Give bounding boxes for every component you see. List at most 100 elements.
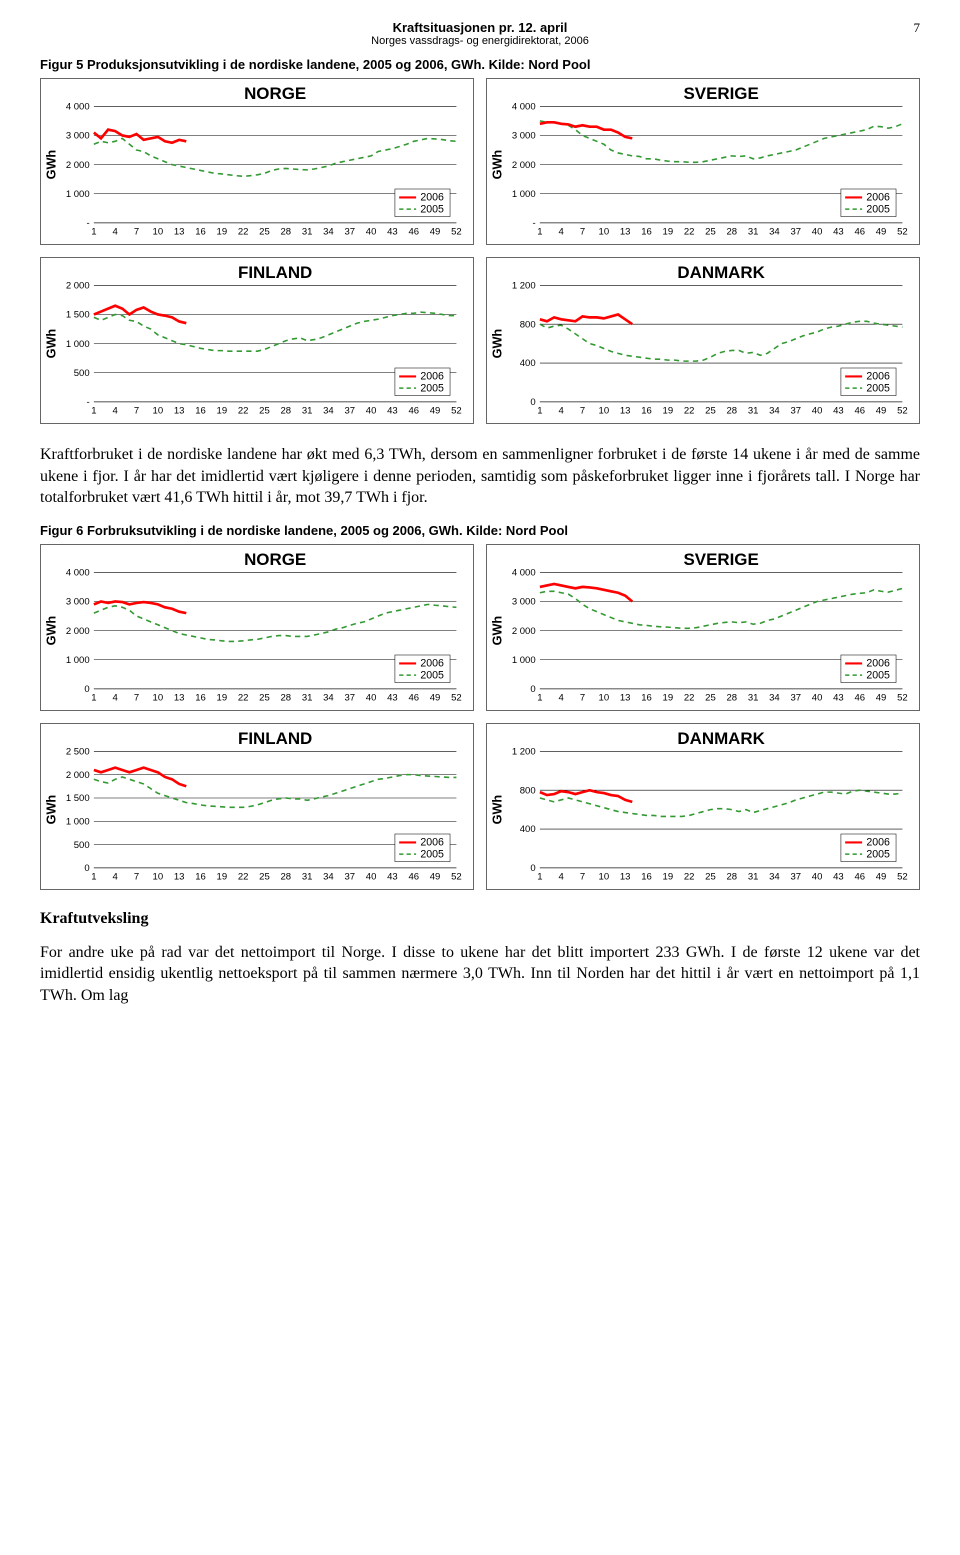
- x-tick-label: 7: [134, 871, 139, 882]
- x-tick-label: 49: [430, 692, 441, 703]
- x-tick-label: 22: [238, 692, 249, 703]
- x-tick-label: 28: [281, 692, 292, 703]
- x-tick-label: 22: [238, 227, 249, 238]
- legend-2005: 2005: [866, 669, 890, 681]
- x-tick-label: 46: [408, 406, 419, 417]
- x-tick-label: 13: [174, 227, 185, 238]
- x-tick-label: 25: [705, 406, 716, 417]
- y-tick-label: -: [86, 218, 89, 229]
- x-tick-label: 4: [559, 692, 565, 703]
- legend-2006: 2006: [420, 371, 444, 383]
- chart-sverige: SVERIGE-1 0002 0003 0004 000147101316192…: [486, 78, 920, 245]
- x-tick-label: 16: [195, 227, 206, 238]
- x-tick-label: 43: [833, 227, 844, 238]
- y-tick-label: 2 000: [66, 770, 90, 781]
- y-axis-label: GWh: [490, 616, 505, 646]
- x-tick-label: 19: [217, 871, 228, 882]
- x-tick-label: 34: [323, 692, 334, 703]
- x-tick-label: 31: [302, 871, 313, 882]
- chart-finland: FINLAND-5001 0001 5002 00014710131619222…: [40, 257, 474, 424]
- y-tick-label: 4 000: [66, 567, 90, 578]
- x-tick-label: 19: [217, 227, 228, 238]
- legend-2006: 2006: [420, 192, 444, 204]
- y-tick-label: 2 000: [512, 626, 536, 637]
- x-tick-label: 28: [727, 692, 738, 703]
- x-tick-label: 46: [854, 871, 865, 882]
- x-tick-label: 43: [387, 692, 398, 703]
- x-tick-label: 49: [876, 227, 887, 238]
- x-tick-label: 22: [238, 406, 249, 417]
- x-tick-label: 52: [897, 692, 908, 703]
- x-tick-label: 7: [580, 406, 585, 417]
- y-tick-label: -: [86, 397, 89, 408]
- x-tick-label: 22: [684, 406, 695, 417]
- x-tick-label: 37: [790, 871, 801, 882]
- x-tick-label: 34: [769, 227, 780, 238]
- series-2005-line: [94, 774, 457, 807]
- x-tick-label: 40: [366, 227, 377, 238]
- x-tick-label: 40: [812, 227, 823, 238]
- x-tick-label: 31: [302, 406, 313, 417]
- x-tick-label: 34: [323, 871, 334, 882]
- figure6-caption: Figur 6 Forbruksutvikling i de nordiske …: [40, 523, 920, 538]
- x-tick-label: 49: [430, 406, 441, 417]
- x-tick-label: 43: [387, 227, 398, 238]
- y-tick-label: 0: [84, 684, 89, 695]
- x-tick-label: 4: [559, 406, 565, 417]
- x-tick-label: 49: [430, 227, 441, 238]
- chart-title: FINLAND: [238, 729, 312, 748]
- chart-sverige: SVERIGE01 0002 0003 0004 000147101316192…: [486, 544, 920, 711]
- x-tick-label: 25: [259, 692, 270, 703]
- chart-title: DANMARK: [677, 263, 765, 282]
- x-tick-label: 52: [451, 227, 462, 238]
- x-tick-label: 10: [153, 692, 164, 703]
- legend-2005: 2005: [420, 203, 444, 215]
- x-tick-label: 13: [174, 692, 185, 703]
- x-tick-label: 52: [897, 871, 908, 882]
- y-tick-label: 2 000: [66, 281, 90, 292]
- x-tick-label: 49: [876, 692, 887, 703]
- y-tick-label: 1 500: [66, 310, 90, 321]
- x-tick-label: 43: [387, 406, 398, 417]
- legend-2005: 2005: [866, 848, 890, 860]
- y-tick-label: 4 000: [512, 567, 536, 578]
- x-tick-label: 52: [897, 227, 908, 238]
- x-tick-label: 25: [705, 227, 716, 238]
- legend-2005: 2005: [866, 382, 890, 394]
- x-tick-label: 40: [812, 871, 823, 882]
- y-tick-label: 0: [84, 863, 89, 874]
- x-tick-label: 52: [451, 692, 462, 703]
- y-tick-label: 0: [530, 863, 535, 874]
- x-tick-label: 52: [451, 406, 462, 417]
- series-2006-line: [540, 790, 632, 802]
- y-tick-label: 500: [74, 840, 90, 851]
- x-tick-label: 1: [537, 227, 542, 238]
- x-tick-label: 10: [599, 692, 610, 703]
- y-axis-label: GWh: [44, 795, 59, 825]
- chart-title: SVERIGE: [683, 84, 758, 103]
- y-tick-label: 3 000: [512, 596, 536, 607]
- x-tick-label: 10: [599, 227, 610, 238]
- x-tick-label: 52: [897, 406, 908, 417]
- series-2005-line: [94, 312, 457, 351]
- x-tick-label: 49: [430, 871, 441, 882]
- y-tick-label: 1 000: [66, 339, 90, 350]
- y-axis-label: GWh: [44, 616, 59, 646]
- chart-title: DANMARK: [677, 729, 765, 748]
- series-2005-line: [94, 138, 457, 176]
- y-axis-label: GWh: [490, 150, 505, 180]
- x-tick-label: 16: [195, 692, 206, 703]
- x-tick-label: 10: [153, 871, 164, 882]
- x-tick-label: 19: [663, 871, 674, 882]
- y-axis-label: GWh: [44, 150, 59, 180]
- x-tick-label: 40: [812, 406, 823, 417]
- legend-2006: 2006: [866, 371, 890, 383]
- section-heading: Kraftutveksling: [40, 910, 920, 928]
- y-axis-label: GWh: [490, 795, 505, 825]
- x-tick-label: 7: [580, 227, 585, 238]
- legend-2005: 2005: [420, 382, 444, 394]
- x-tick-label: 16: [641, 227, 652, 238]
- x-tick-label: 10: [153, 227, 164, 238]
- chart-finland: FINLAND05001 0001 5002 0002 500147101316…: [40, 723, 474, 890]
- x-tick-label: 31: [748, 406, 759, 417]
